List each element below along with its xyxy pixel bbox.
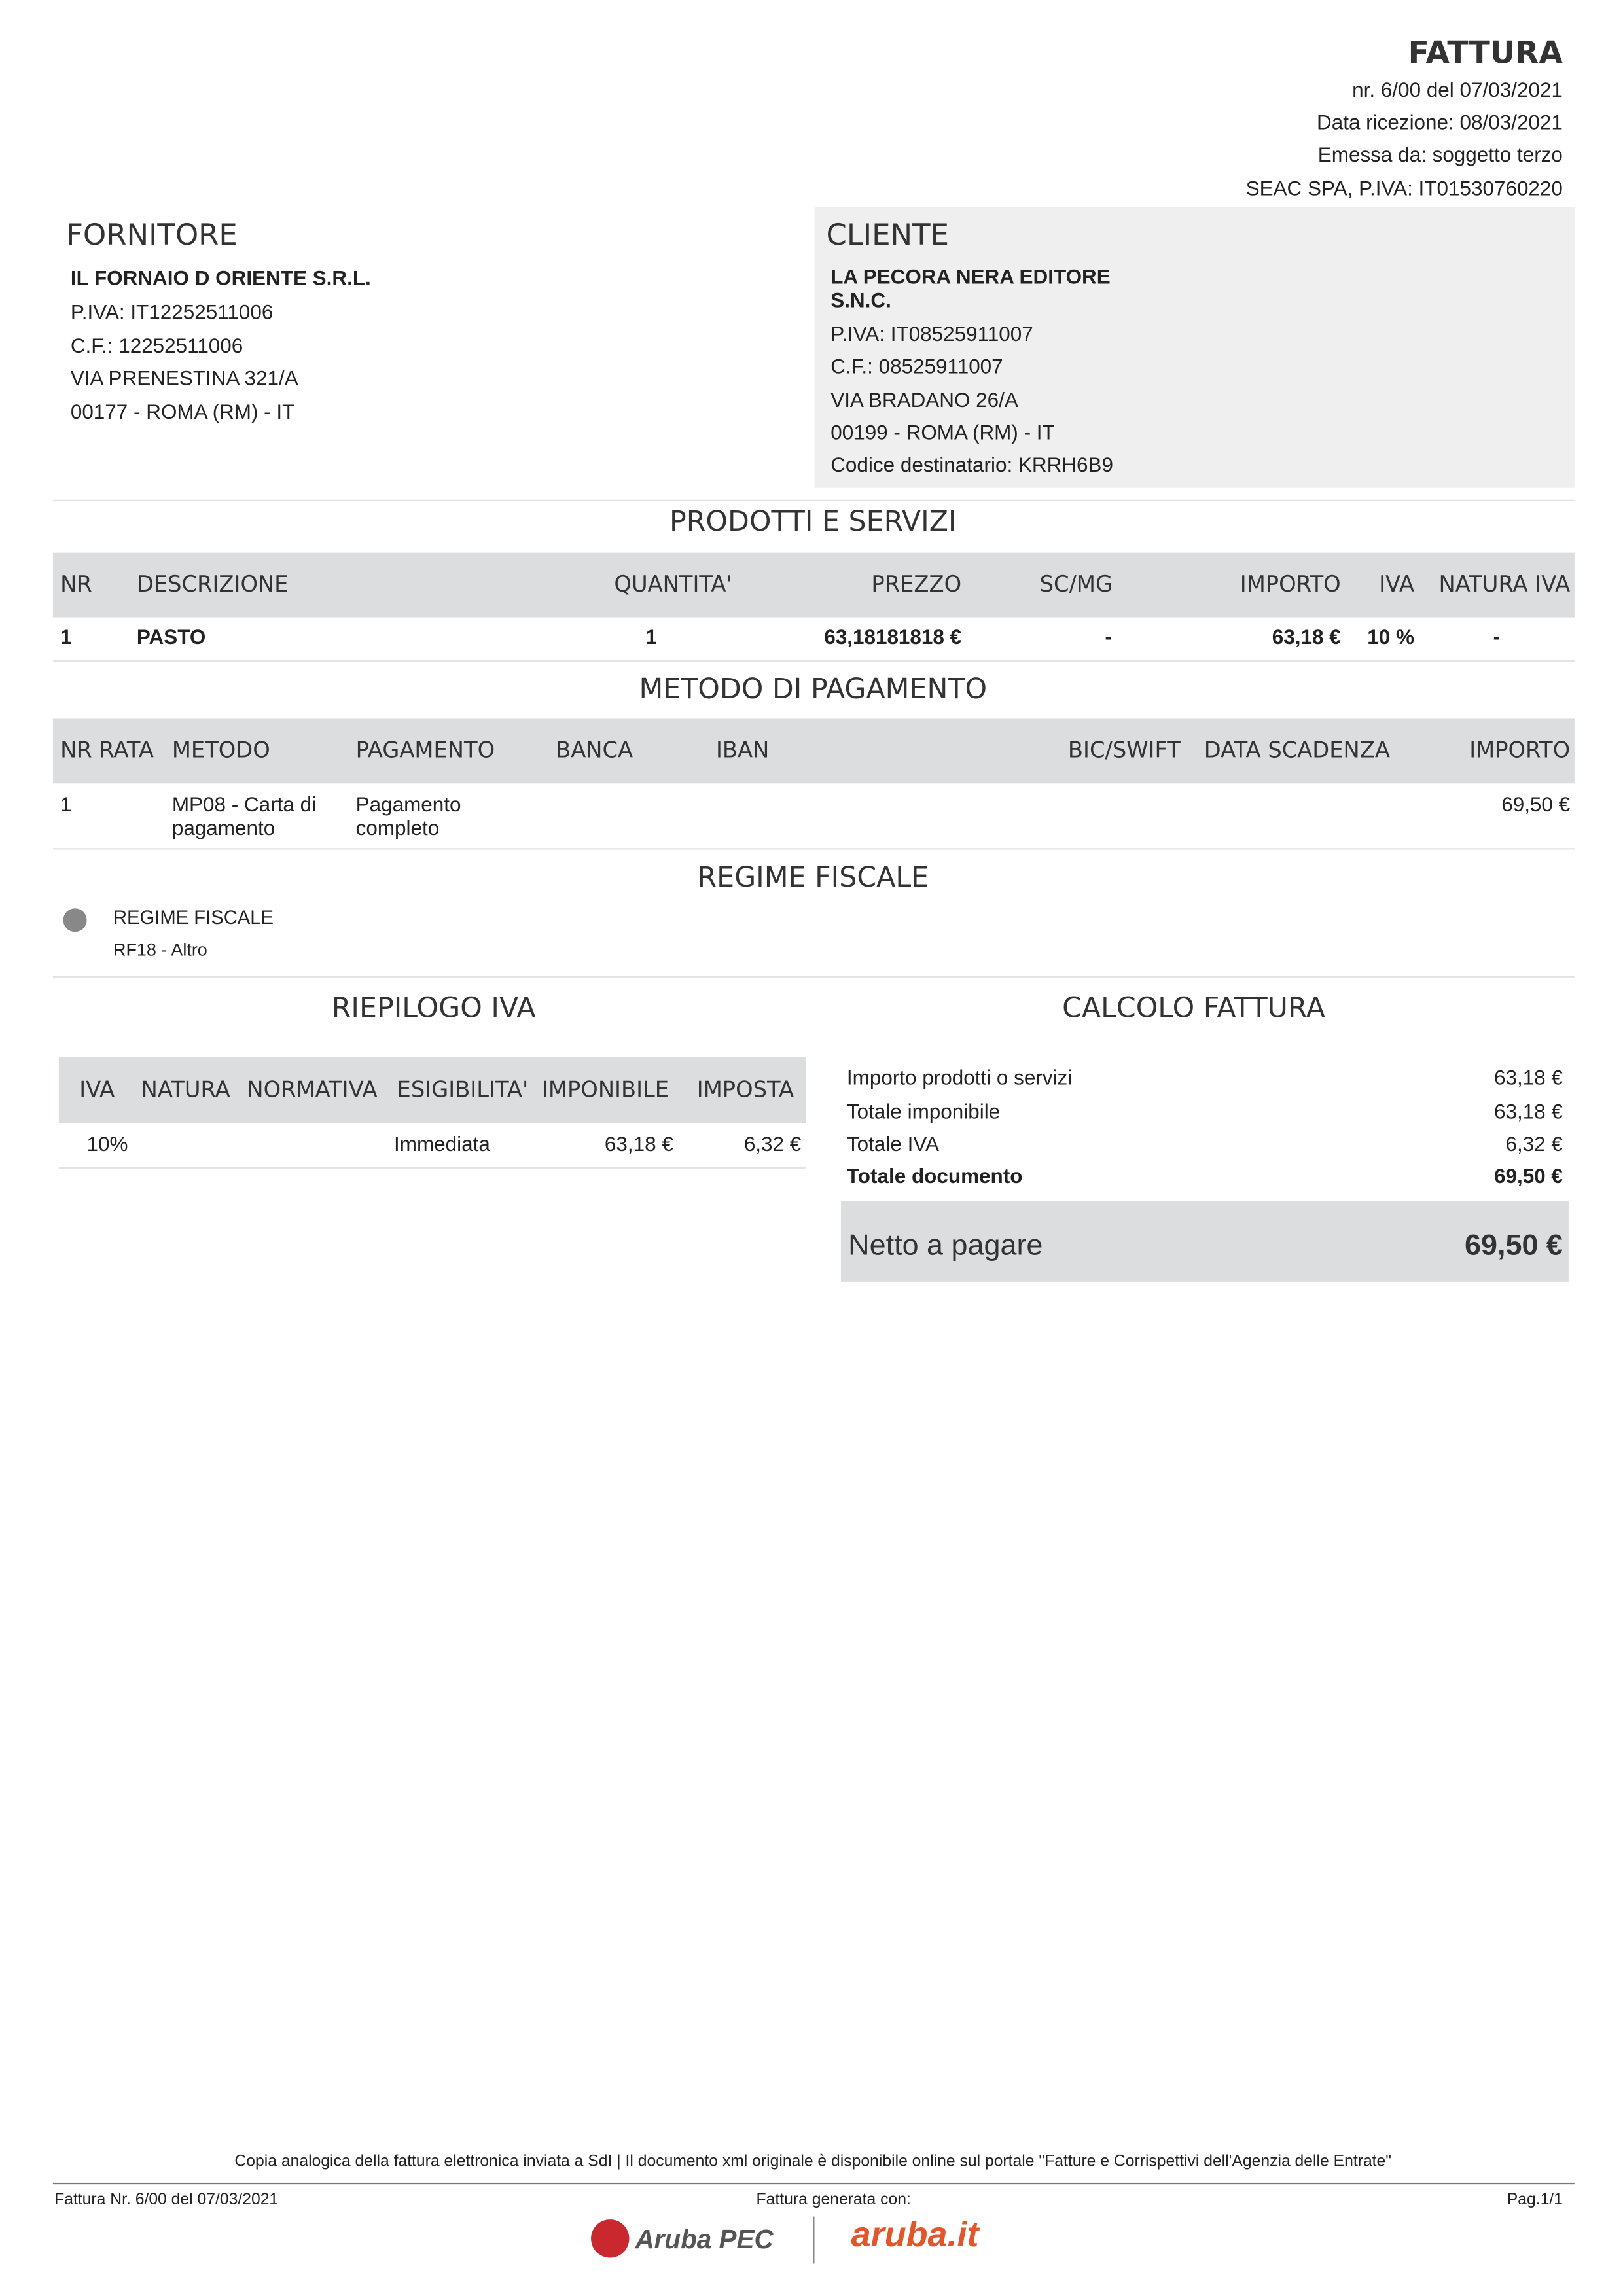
header-line: Emessa da: soggetto terzo <box>1317 142 1563 166</box>
section-title: PRODOTTI E SERVIZI <box>669 505 957 539</box>
supplier-line: P.IVA: IT12252511006 <box>70 300 274 324</box>
separator <box>52 499 1575 502</box>
supplier-name: IL FORNAIO D ORIENTE S.R.L. <box>70 266 371 290</box>
footer-note: Copia analogica della fattura elettronic… <box>234 2153 1392 2171</box>
total-document-value: 69,50 € <box>1493 1164 1563 1188</box>
column-header: ESIGIBILITA' <box>397 1076 529 1103</box>
column-header: METODO <box>171 737 270 764</box>
section-title: RIEPILOGO IVA <box>331 992 536 1025</box>
table-cell: 63,18 € <box>604 1131 673 1156</box>
client-name: LA PECORA NERA EDITORE S.N.C. <box>830 264 1111 312</box>
column-header: PAGAMENTO <box>355 737 495 764</box>
total-value: 63,18 € <box>1493 1099 1563 1123</box>
supplier-line: VIA PRENESTINA 321/A <box>70 366 298 390</box>
client-line: C.F.: 08525911007 <box>830 354 1003 378</box>
header-line: nr. 6/00 del 07/03/2021 <box>1352 77 1563 101</box>
regime-label: REGIME FISCALE <box>113 906 274 928</box>
client-line: VIA BRADANO 26/A <box>830 387 1018 411</box>
regime-value: RF18 - Altro <box>113 939 207 961</box>
table-cell: - <box>1105 624 1113 648</box>
column-header: IMPORTO <box>1240 571 1341 597</box>
column-header: SC/MG <box>1039 571 1113 597</box>
separator <box>58 1167 806 1169</box>
column-header: NORMATIVA <box>247 1076 378 1103</box>
total-document-label: Totale documento <box>846 1164 1023 1188</box>
column-header: IMPONIBILE <box>541 1076 669 1103</box>
table-cell: 10% <box>86 1131 128 1156</box>
column-header: DATA SCADENZA <box>1204 737 1390 764</box>
column-header: BANCA <box>556 737 633 764</box>
table-cell: 1 <box>645 624 657 648</box>
column-header: IMPORTO <box>1469 737 1571 764</box>
client-box <box>814 207 1575 488</box>
column-header: NATURA <box>141 1076 230 1103</box>
table-cell: - <box>1493 624 1501 648</box>
table-cell: Pagamento completo <box>355 792 461 839</box>
table-cell: 63,18 € <box>1272 624 1341 648</box>
header-line: SEAC SPA, P.IVA: IT01530760220 <box>1245 176 1563 200</box>
footer-center: Fattura generata con: <box>756 2191 911 2209</box>
total-label: Totale imponibile <box>846 1099 1001 1123</box>
total-value: 63,18 € <box>1493 1065 1563 1089</box>
supplier-line: 00177 - ROMA (RM) - IT <box>70 398 295 423</box>
total-label: Importo prodotti o servizi <box>846 1065 1073 1089</box>
client-line: Codice destinatario: KRRH6B9 <box>830 453 1114 477</box>
table-cell: 1 <box>60 624 72 648</box>
table-cell: MP08 - Carta di pagamento <box>171 792 317 839</box>
column-header: PREZZO <box>871 571 962 597</box>
section-title: CLIENTE <box>826 217 949 253</box>
bullet <box>63 908 87 932</box>
table-cell: 69,50 € <box>1501 792 1571 816</box>
table-header <box>52 718 1575 784</box>
table-cell: 63,18181818 € <box>824 624 962 648</box>
supplier-line: C.F.: 12252511006 <box>70 332 243 357</box>
section-title: METODO DI PAGAMENTO <box>639 673 988 706</box>
column-header: IBAN <box>715 737 770 764</box>
table-cell: 10 % <box>1367 624 1414 648</box>
table-header <box>58 1057 806 1123</box>
table-cell: 1 <box>60 792 72 816</box>
total-value: 6,32 € <box>1505 1131 1563 1156</box>
section-title: CALCOLO FATTURA <box>1062 992 1326 1025</box>
section-title: REGIME FISCALE <box>697 861 929 894</box>
footer-right: Pag.1/1 <box>1507 2191 1563 2209</box>
net-label: Netto a pagare <box>848 1229 1043 1262</box>
column-header: DESCRIZIONE <box>136 571 289 597</box>
table-cell: PASTO <box>136 624 206 648</box>
column-header: IVA <box>1379 571 1415 597</box>
table-header <box>52 552 1575 618</box>
client-line: 00199 - ROMA (RM) - IT <box>830 420 1055 444</box>
footer-left: Fattura Nr. 6/00 del 07/03/2021 <box>54 2191 279 2209</box>
column-header: NR RATA <box>60 737 154 764</box>
column-header: BIC/SWIFT <box>1067 737 1181 764</box>
logo-aruba-pec: Aruba PEC <box>635 2225 774 2255</box>
separator <box>52 976 1575 978</box>
column-header: QUANTITA' <box>614 571 732 597</box>
total-label: Totale IVA <box>846 1131 939 1156</box>
invoice-title: FATTURA <box>1408 35 1563 71</box>
net-value: 69,50 € <box>1465 1229 1563 1262</box>
table-cell: 6,32 € <box>743 1131 802 1156</box>
logo-divider <box>813 2216 815 2264</box>
client-line: P.IVA: IT08525911007 <box>830 321 1033 345</box>
logo-aruba-it: aruba.it <box>851 2215 979 2255</box>
header-line: Data ricezione: 08/03/2021 <box>1317 110 1563 134</box>
column-header: IMPOSTA <box>696 1076 794 1103</box>
section-title: FORNITORE <box>66 217 238 253</box>
net-box <box>840 1201 1569 1282</box>
logo-icon <box>591 2219 630 2258</box>
footer-line <box>52 2182 1575 2185</box>
table-cell: Immediata <box>394 1131 490 1156</box>
separator <box>52 848 1575 850</box>
column-header: IVA <box>79 1076 115 1103</box>
separator <box>52 660 1575 662</box>
column-header: NATURA IVA <box>1438 571 1571 597</box>
column-header: NR <box>60 571 92 597</box>
